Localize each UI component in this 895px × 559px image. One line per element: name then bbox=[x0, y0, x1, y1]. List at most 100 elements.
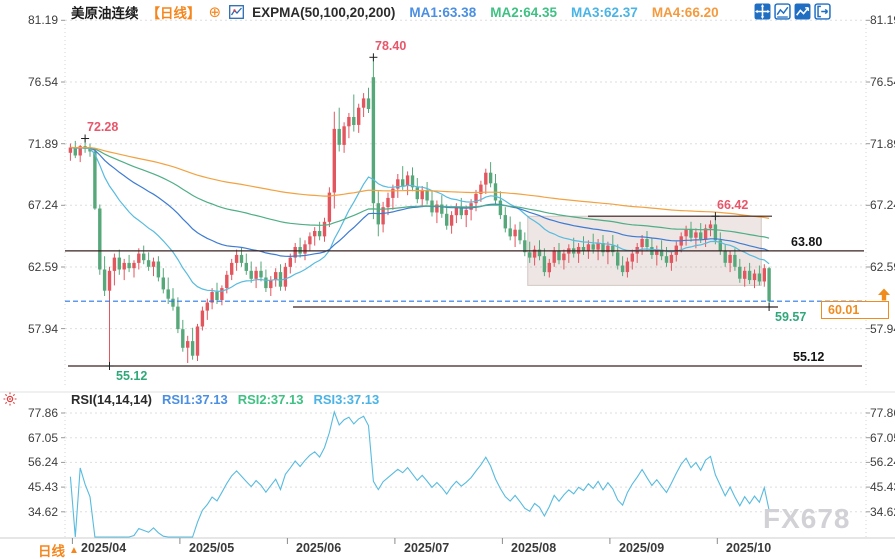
candle-body bbox=[366, 98, 371, 109]
candle-body bbox=[601, 243, 605, 253]
candle-body bbox=[98, 208, 102, 270]
indicator-settings-icon[interactable] bbox=[3, 392, 17, 411]
candle-body bbox=[498, 200, 503, 216]
candle-body bbox=[454, 207, 459, 216]
candle-body bbox=[532, 249, 537, 258]
candle-body bbox=[142, 253, 146, 261]
timeframe-selector[interactable]: 日线 ▲ bbox=[38, 540, 79, 559]
candle-body bbox=[405, 175, 410, 186]
candle-body bbox=[127, 262, 131, 269]
candle-body bbox=[332, 128, 336, 193]
ma3-readout: MA3:62.37 bbox=[571, 4, 638, 20]
exit-chart-button[interactable] bbox=[814, 3, 831, 20]
candle-body bbox=[557, 250, 561, 261]
candle-body bbox=[596, 243, 600, 250]
candle-body bbox=[757, 273, 762, 282]
candle-body bbox=[220, 288, 224, 300]
candle-body bbox=[205, 302, 209, 311]
candle-body bbox=[547, 262, 551, 273]
candle-body bbox=[396, 179, 400, 189]
rsi3-readout: RSI3:37.13 bbox=[313, 392, 380, 407]
candle-body bbox=[479, 184, 483, 194]
rsi1-readout: RSI1:37.13 bbox=[161, 392, 228, 407]
candle-body bbox=[78, 146, 82, 156]
circle-plus-icon[interactable]: ⊕ bbox=[208, 3, 222, 21]
candle-body bbox=[337, 128, 341, 145]
candle-body bbox=[523, 240, 527, 253]
rsi-header: RSI(14,14,14) RSI1:37.13 RSI2:37.13 RSI3… bbox=[71, 392, 379, 407]
candle-body bbox=[327, 192, 332, 222]
indicator-chart-icon[interactable] bbox=[229, 5, 245, 19]
candle-body bbox=[195, 326, 200, 356]
candle-body bbox=[181, 329, 185, 348]
chart-toolbar bbox=[754, 3, 831, 20]
pan-tool-button[interactable] bbox=[754, 3, 771, 20]
candle-body bbox=[215, 292, 219, 300]
candle-body bbox=[752, 273, 757, 281]
candle-body bbox=[190, 341, 195, 356]
candle-body bbox=[357, 107, 361, 125]
candle-body bbox=[542, 256, 547, 273]
candle-body bbox=[352, 117, 356, 125]
scroll-to-latest-icon[interactable] bbox=[876, 288, 892, 306]
candle-body bbox=[581, 247, 586, 251]
timeframe-label: 日线 bbox=[38, 544, 65, 559]
candle-body bbox=[552, 250, 556, 263]
expma-line-100 bbox=[70, 146, 770, 239]
candle-body bbox=[93, 151, 97, 209]
candle-body bbox=[708, 224, 713, 229]
ma1-readout: MA1:63.38 bbox=[409, 4, 477, 20]
candle-body bbox=[684, 229, 688, 237]
candle-body bbox=[88, 148, 92, 152]
candle-body bbox=[342, 126, 346, 145]
candle-body bbox=[146, 260, 151, 267]
fit-chart-button[interactable] bbox=[774, 3, 791, 20]
candle-body bbox=[386, 197, 390, 208]
candle-body bbox=[186, 341, 190, 348]
candle-body bbox=[659, 249, 664, 257]
pan-move-icon bbox=[754, 3, 771, 20]
candle-body bbox=[156, 261, 161, 278]
candle-body bbox=[445, 213, 449, 226]
candle-body bbox=[264, 277, 268, 289]
candle-body bbox=[239, 254, 244, 263]
candle-body bbox=[513, 229, 517, 237]
candle-body bbox=[171, 298, 175, 307]
expma-line-20 bbox=[70, 146, 770, 293]
expma-line-200 bbox=[70, 146, 770, 219]
ma4-readout: MA4:66.20 bbox=[651, 4, 719, 20]
chart-scale-button[interactable] bbox=[794, 3, 811, 20]
candle-body bbox=[440, 204, 444, 214]
candle-body bbox=[234, 254, 239, 263]
candle-body bbox=[420, 189, 424, 200]
candle-body bbox=[474, 193, 478, 204]
candle-body bbox=[322, 221, 327, 237]
chart-scale-icon bbox=[794, 3, 811, 20]
expma-line-50 bbox=[70, 146, 770, 258]
candle-body bbox=[503, 215, 507, 229]
candle-body bbox=[694, 232, 698, 238]
candle-body bbox=[274, 272, 278, 281]
candle-body bbox=[655, 249, 659, 255]
rsi2-readout: RSI2:37.13 bbox=[237, 392, 304, 407]
last-price-tag: 60.01 bbox=[821, 301, 889, 319]
candle-body bbox=[625, 261, 630, 273]
candle-body bbox=[313, 231, 317, 237]
watermark: FX678 bbox=[763, 503, 851, 534]
popup-arrow-icon: ▲ bbox=[69, 544, 79, 556]
chart-header: 美原油连续 【日线】 ⊕ EXPMA(50,100,20,200) MA1:63… bbox=[71, 2, 719, 22]
candle-body bbox=[102, 269, 107, 291]
candle-body bbox=[151, 261, 156, 267]
candle-body bbox=[718, 240, 722, 251]
candle-body bbox=[225, 274, 229, 289]
candle-body bbox=[254, 270, 258, 279]
timeframe-tag: 【日线】 bbox=[146, 6, 201, 21]
candle-body bbox=[259, 270, 263, 278]
candle-body bbox=[518, 229, 522, 241]
candle-body bbox=[361, 98, 366, 108]
candle-body bbox=[728, 254, 732, 263]
symbol-name: 美原油连续 bbox=[71, 6, 139, 21]
candle-body bbox=[303, 244, 307, 254]
candle-body bbox=[435, 204, 439, 213]
